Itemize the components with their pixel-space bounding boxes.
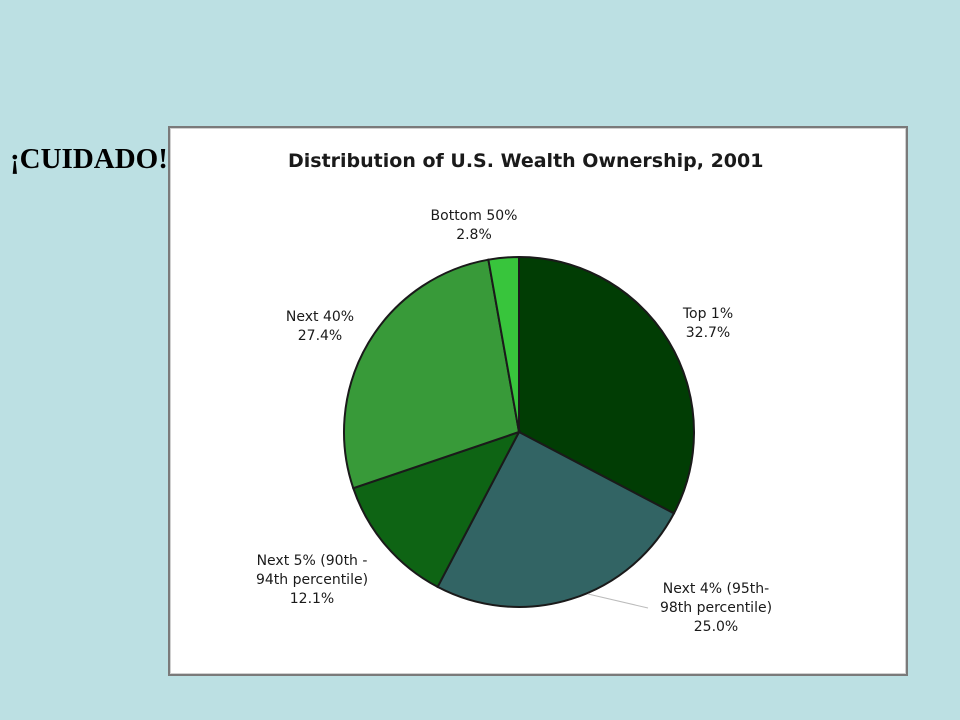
slice-label-line: 27.4% <box>298 328 342 344</box>
slice-label-3: Next 40% 27.4% <box>286 309 354 344</box>
slice-label-line: Next 40% <box>286 309 354 325</box>
pie-chart: Distribution of U.S. Wealth Ownership, 2… <box>256 150 772 635</box>
slice-labels: Top 1% 32.7% Next 4% (95th- 98th percentile… <box>256 208 772 635</box>
pie-slices <box>343 255 695 608</box>
slice-label-line: Top 1% <box>682 306 733 322</box>
slice-label-line: 12.1% <box>290 591 334 607</box>
pie-slice-4 <box>487 255 520 433</box>
pie-slice-0 <box>518 255 695 515</box>
slice-label-line: 25.0% <box>694 619 738 635</box>
slice-label-line: 94th percentile) <box>256 572 368 588</box>
chart-title: Distribution of U.S. Wealth Ownership, 2… <box>288 150 763 172</box>
slice-label-1: Next 4% (95th- 98th percentile) 25.0% <box>660 581 772 635</box>
slice-label-line: 98th percentile) <box>660 600 772 616</box>
pie-slice-2 <box>351 430 522 589</box>
caution-callout: ¡CUIDADO! <box>10 143 168 175</box>
slice-label-line: 32.7% <box>686 325 730 341</box>
slice-label-line: Next 5% (90th - <box>257 553 368 569</box>
slice-label-2: Next 5% (90th - 94th percentile) 12.1% <box>256 553 368 607</box>
chart-panel: Distribution of U.S. Wealth Ownership, 2… <box>168 126 908 676</box>
slice-label-0: Top 1% 32.7% <box>682 306 733 341</box>
slice-label-line: Bottom 50% <box>431 208 518 224</box>
pie-slice-3 <box>343 258 521 490</box>
label-leader-line <box>587 593 649 609</box>
slice-label-line: Next 4% (95th- <box>663 581 769 597</box>
slice-label-4: Bottom 50% 2.8% <box>431 208 518 243</box>
slice-label-line: 2.8% <box>456 227 492 243</box>
